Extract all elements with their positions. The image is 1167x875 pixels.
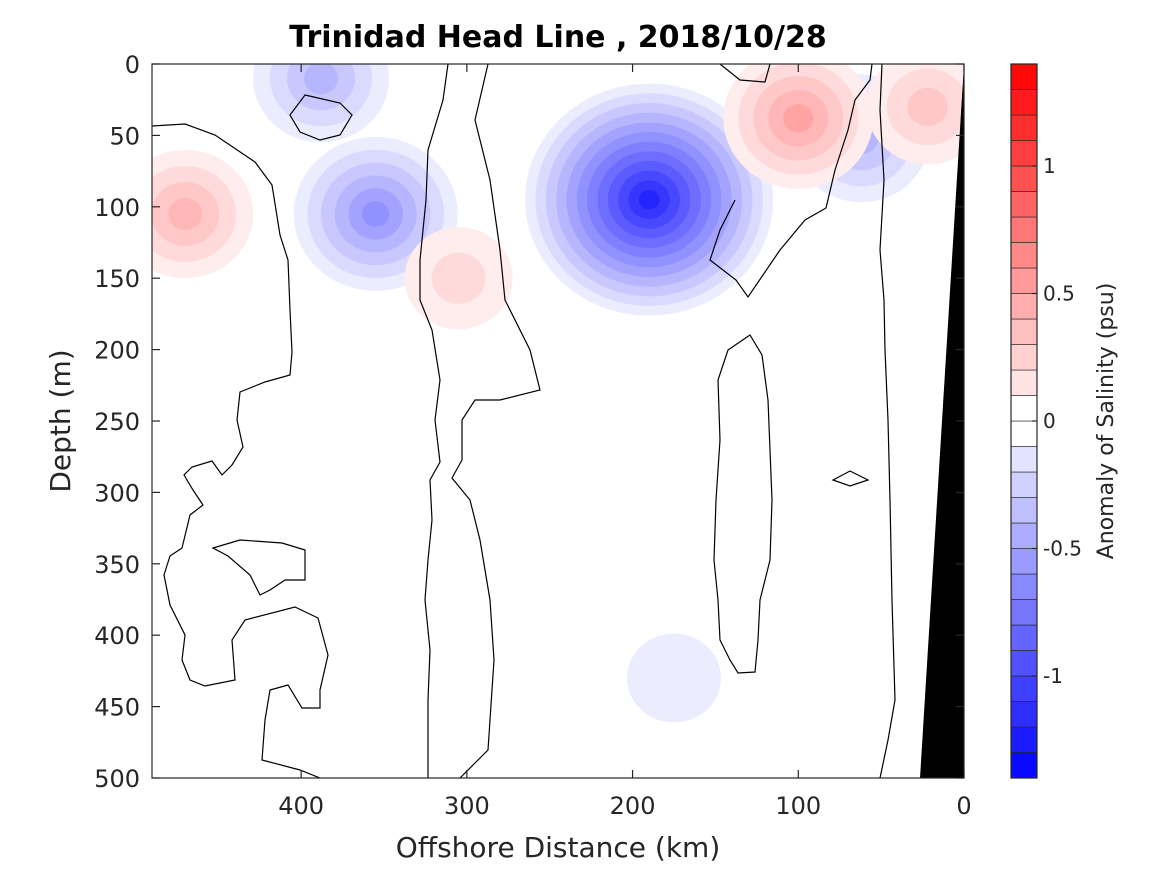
colorbar-label: Anomaly of Salinity (psu) xyxy=(1094,283,1119,560)
colorbar-level xyxy=(1010,369,1038,396)
contour-band xyxy=(627,633,721,723)
y-axis: 0 50 100 150 200 250 300 350 400 450 500 xyxy=(94,51,964,793)
contour-band xyxy=(304,64,339,95)
colorbar-level xyxy=(1010,318,1038,345)
contour-band xyxy=(638,189,660,210)
zero-contour-line xyxy=(709,64,873,299)
colorbar-level xyxy=(1010,446,1038,473)
contour-band xyxy=(362,201,390,227)
x-tick-label: 100 xyxy=(775,792,821,820)
colorbar-level xyxy=(1010,140,1038,167)
colorbar-level xyxy=(1010,242,1038,269)
contour-band xyxy=(783,104,814,133)
y-tick-label: 350 xyxy=(94,551,140,579)
colorbar-level xyxy=(1010,216,1038,243)
y-tick-label: 300 xyxy=(94,479,140,507)
zero-contour-line xyxy=(419,64,449,778)
anomaly-feature xyxy=(404,227,513,330)
colorbar-level xyxy=(1010,522,1038,549)
y-tick-label: 50 xyxy=(109,122,140,150)
colorbar-level xyxy=(1010,650,1038,677)
anomaly-feature xyxy=(152,149,254,278)
colorbar-level xyxy=(1010,548,1038,575)
colorbar-level xyxy=(1010,701,1038,728)
colorbar-level xyxy=(1010,191,1038,218)
colorbar-tick-label: -1 xyxy=(1043,664,1063,688)
y-tick-label: 250 xyxy=(94,408,140,436)
x-axis-label: Offshore Distance (km) xyxy=(396,831,721,864)
zero-contour-line xyxy=(289,94,353,141)
colorbar-level xyxy=(1010,624,1038,651)
y-tick-label: 450 xyxy=(94,694,140,722)
colorbar-level xyxy=(1010,726,1038,753)
colorbar-level xyxy=(1010,114,1038,141)
y-axis-label: Depth (m) xyxy=(44,349,77,492)
colorbar-level xyxy=(1010,89,1038,116)
zero-contour-line xyxy=(831,470,870,487)
colorbar-tick-label: 0.5 xyxy=(1043,282,1075,306)
anomaly-feature xyxy=(627,633,721,723)
seafloor-land-mask xyxy=(920,64,964,778)
colorbar: -1 -0.5 0 0.5 1 xyxy=(1010,63,1082,779)
colorbar-level xyxy=(1010,293,1038,320)
contour-band xyxy=(431,252,486,304)
colorbar-level xyxy=(1010,752,1038,779)
colorbar-level xyxy=(1010,63,1038,90)
colorbar-tick-label: 1 xyxy=(1043,154,1056,178)
anomaly-feature xyxy=(723,64,874,189)
y-tick-label: 100 xyxy=(94,194,140,222)
contour-band xyxy=(168,197,203,230)
colorbar-level xyxy=(1010,344,1038,371)
y-tick-label: 400 xyxy=(94,622,140,650)
x-tick-label: 300 xyxy=(444,792,490,820)
x-tick-label: 200 xyxy=(610,792,656,820)
colorbar-level xyxy=(1010,573,1038,600)
y-tick-label: 500 xyxy=(94,765,140,793)
zero-contour-line xyxy=(713,334,773,674)
colorbar-tick-label: -0.5 xyxy=(1043,537,1082,561)
colorbar-level xyxy=(1010,165,1038,192)
x-tick-label: 400 xyxy=(278,792,324,820)
colorbar-level xyxy=(1010,497,1038,524)
y-tick-label: 0 xyxy=(125,51,140,79)
colorbar-level xyxy=(1010,675,1038,702)
zero-contour-line xyxy=(152,123,329,778)
chart-title: Trinidad Head Line , 2018/10/28 xyxy=(289,20,826,55)
anomaly-feature xyxy=(866,64,964,165)
colorbar-level xyxy=(1010,471,1038,498)
contour-field xyxy=(152,64,964,778)
zero-contour-line xyxy=(719,64,771,83)
zero-contour-line xyxy=(879,64,896,778)
zero-contour-line xyxy=(451,64,541,778)
colorbar-level xyxy=(1010,267,1038,294)
y-tick-label: 200 xyxy=(94,337,140,365)
zero-contour-line xyxy=(211,539,306,596)
contour-band xyxy=(907,87,948,127)
x-tick-label: 0 xyxy=(956,792,971,820)
y-tick-label: 150 xyxy=(94,265,140,293)
zero-contour-lines xyxy=(152,64,896,778)
colorbar-level xyxy=(1010,420,1038,447)
colorbar-tick-label: 0 xyxy=(1043,409,1056,433)
colorbar-level xyxy=(1010,395,1038,422)
x-axis: 400 300 200 100 0 xyxy=(278,64,972,820)
anomaly-feature xyxy=(253,64,390,143)
colorbar-level xyxy=(1010,599,1038,626)
